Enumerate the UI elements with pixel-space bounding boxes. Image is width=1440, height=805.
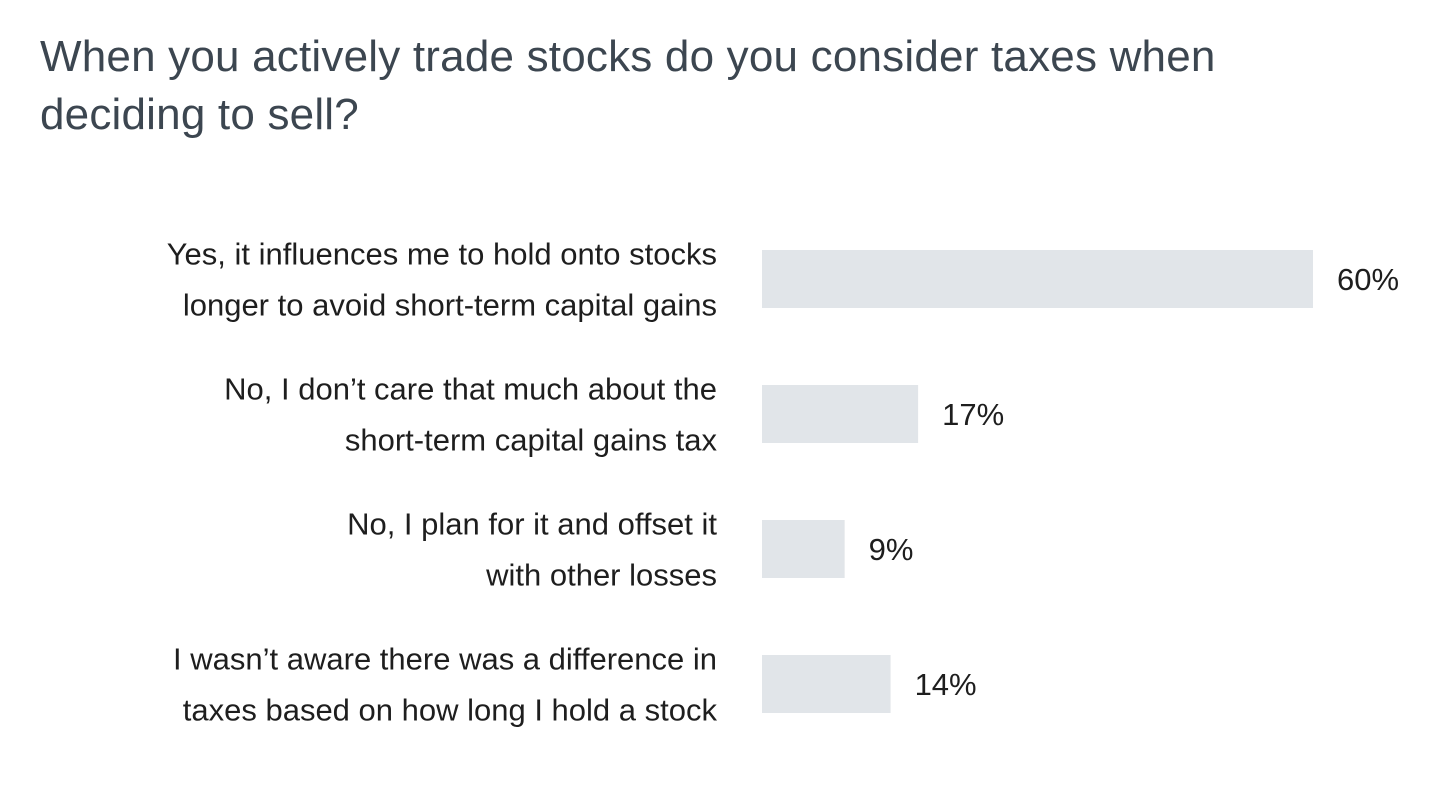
value-label-4: 14% — [915, 667, 977, 702]
category-label-3-line-2: with other losses — [485, 558, 717, 593]
category-label-1-line-1: Yes, it influences me to hold onto stock… — [167, 237, 717, 272]
category-label-4-line-2: taxes based on how long I hold a stock — [183, 693, 718, 728]
category-label-1-line-2: longer to avoid short-term capital gains — [183, 288, 717, 323]
value-label-1: 60% — [1337, 262, 1399, 297]
bar-3 — [762, 520, 845, 578]
category-label-2-line-2: short-term capital gains tax — [345, 423, 718, 458]
value-label-2: 17% — [942, 397, 1004, 432]
bar-1 — [762, 250, 1313, 308]
bar-2 — [762, 385, 919, 443]
bar-4 — [762, 655, 891, 713]
category-label-4-line-1: I wasn’t aware there was a difference in — [173, 642, 717, 677]
category-label-2-line-1: No, I don’t care that much about the — [224, 372, 717, 407]
value-label-3: 9% — [869, 532, 914, 567]
category-label-3-line-1: No, I plan for it and offset it — [347, 507, 717, 542]
chart-title: When you actively trade stocks do you co… — [40, 32, 1216, 139]
